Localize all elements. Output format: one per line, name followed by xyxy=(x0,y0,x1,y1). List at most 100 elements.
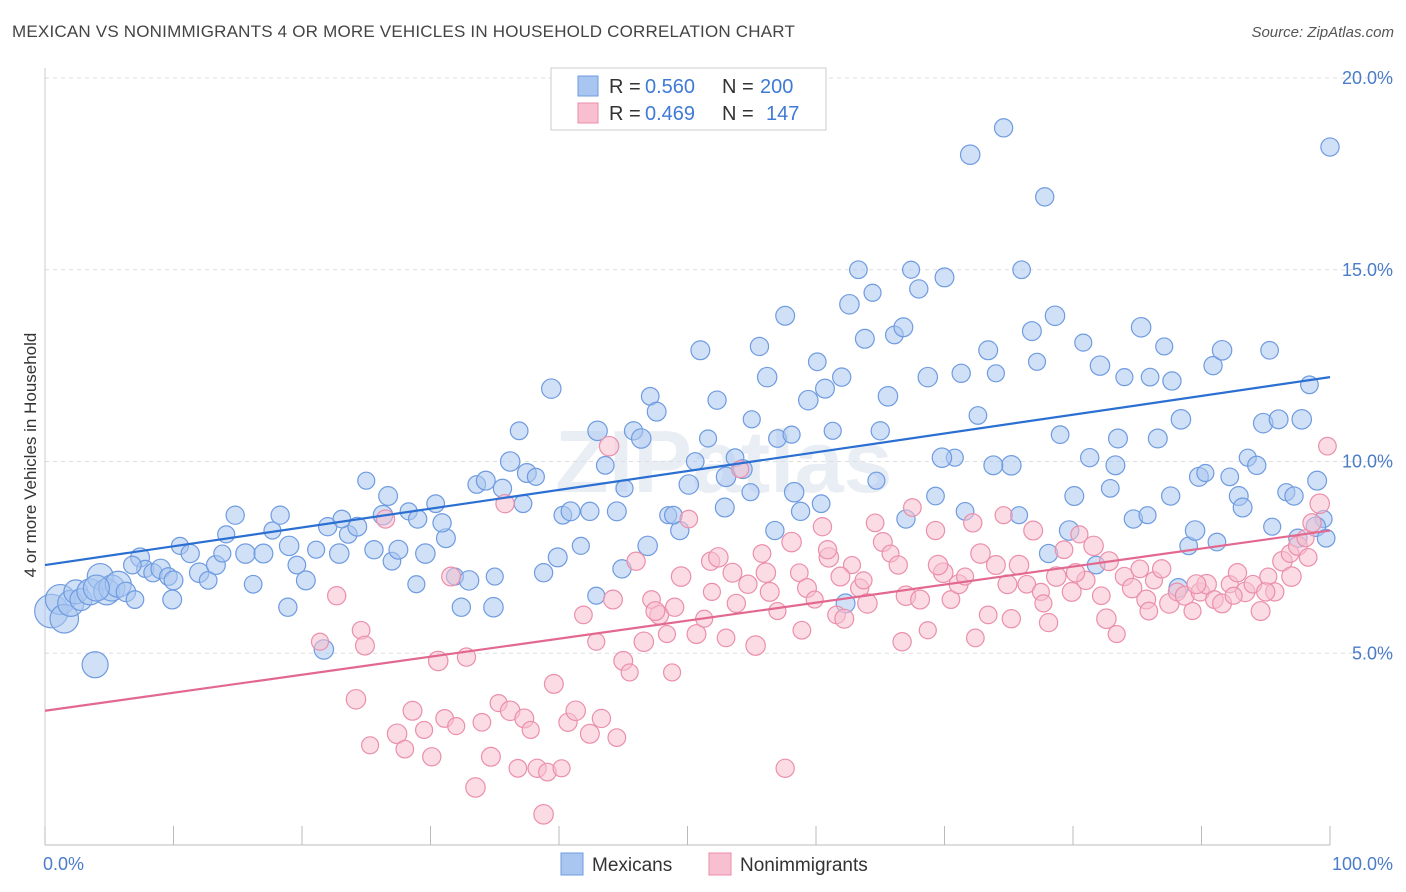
data-point xyxy=(1147,428,1168,449)
data-point xyxy=(814,378,835,399)
data-point xyxy=(620,663,639,682)
data-point xyxy=(752,544,772,563)
data-point xyxy=(1250,601,1271,622)
data-point xyxy=(893,317,914,338)
data-point xyxy=(1224,586,1243,605)
data-point xyxy=(485,567,504,586)
data-point xyxy=(310,632,330,651)
data-point xyxy=(326,586,347,606)
data-point xyxy=(1298,547,1318,567)
data-point xyxy=(347,516,368,537)
data-point xyxy=(941,590,961,609)
data-point xyxy=(926,486,945,506)
data-point xyxy=(978,340,999,361)
data-point xyxy=(646,401,667,422)
data-point xyxy=(965,628,985,648)
data-point xyxy=(1155,337,1174,356)
data-point xyxy=(888,555,908,575)
data-point xyxy=(499,451,521,472)
data-point xyxy=(775,305,796,326)
data-point xyxy=(1064,486,1085,507)
data-point xyxy=(901,260,921,279)
data-point xyxy=(714,497,735,518)
data-point xyxy=(1107,428,1128,449)
data-point xyxy=(533,804,554,825)
data-point xyxy=(1263,517,1282,536)
data-point xyxy=(361,736,380,755)
data-point xyxy=(1170,409,1192,430)
data-point xyxy=(162,589,183,610)
data-point xyxy=(1130,316,1152,338)
data-point xyxy=(1151,559,1172,579)
y-axis-label: 4 or more Vehicles in Household xyxy=(21,333,40,578)
data-point xyxy=(533,563,554,583)
data-point xyxy=(579,723,600,744)
data-point xyxy=(749,336,770,357)
data-point xyxy=(927,554,949,576)
data-point xyxy=(738,574,758,594)
data-point xyxy=(122,555,142,575)
data-point xyxy=(1012,260,1031,280)
data-point xyxy=(354,635,375,656)
data-point xyxy=(1070,525,1089,544)
data-point xyxy=(508,758,528,778)
y-tick-labels: 5.0% 10.0% 15.0% 20.0% xyxy=(1342,68,1393,663)
data-point xyxy=(1121,577,1143,599)
data-point xyxy=(1186,574,1207,595)
data-point xyxy=(918,621,937,640)
data-point xyxy=(278,597,298,617)
data-point xyxy=(270,505,290,525)
data-point xyxy=(253,543,274,564)
data-point xyxy=(243,574,263,594)
data-point xyxy=(663,505,683,525)
data-point xyxy=(180,543,200,564)
data-point xyxy=(1316,528,1336,548)
data-point xyxy=(543,673,564,694)
data-point xyxy=(685,452,705,471)
series-nonimmigrants-points xyxy=(310,435,1337,825)
data-point xyxy=(375,509,396,529)
y-tick-label: 20.0% xyxy=(1342,68,1393,88)
data-point xyxy=(395,739,415,759)
data-point xyxy=(805,590,824,609)
data-point xyxy=(125,590,145,609)
data-point xyxy=(630,428,652,449)
data-point xyxy=(1044,305,1066,327)
data-point xyxy=(1001,455,1022,476)
data-point xyxy=(388,539,409,560)
data-point xyxy=(565,700,587,722)
data-point xyxy=(287,555,307,575)
data-point xyxy=(451,597,472,617)
data-point xyxy=(1008,554,1030,576)
data-point xyxy=(465,777,486,798)
data-point xyxy=(722,562,743,583)
data-point xyxy=(968,406,988,425)
data-point xyxy=(1045,566,1067,587)
data-point xyxy=(1309,493,1331,514)
data-point xyxy=(1183,601,1202,621)
data-point xyxy=(1160,486,1181,506)
data-point xyxy=(235,543,256,564)
legend-n-label-2: N = xyxy=(722,103,754,125)
data-point xyxy=(1091,586,1111,606)
data-point xyxy=(1130,559,1150,579)
legend-label-nonimmigrants: Nonimmigrants xyxy=(740,855,868,876)
x-tick-label: 100.0% xyxy=(1332,854,1393,874)
data-point xyxy=(934,267,955,288)
data-point xyxy=(1268,409,1289,430)
data-point xyxy=(765,520,785,541)
data-point xyxy=(726,593,747,614)
data-point xyxy=(591,708,612,729)
legend-r-label-1: R = xyxy=(609,76,641,98)
data-point xyxy=(1232,497,1253,518)
data-point xyxy=(626,551,646,571)
data-point xyxy=(547,547,568,568)
legend-r-value-1: 0.560 xyxy=(645,76,695,98)
data-point xyxy=(580,501,600,522)
data-point xyxy=(345,688,367,710)
data-point xyxy=(1035,187,1055,207)
legend-n-value-1: 200 xyxy=(760,76,793,98)
data-point xyxy=(1115,368,1134,387)
data-point xyxy=(560,501,581,522)
